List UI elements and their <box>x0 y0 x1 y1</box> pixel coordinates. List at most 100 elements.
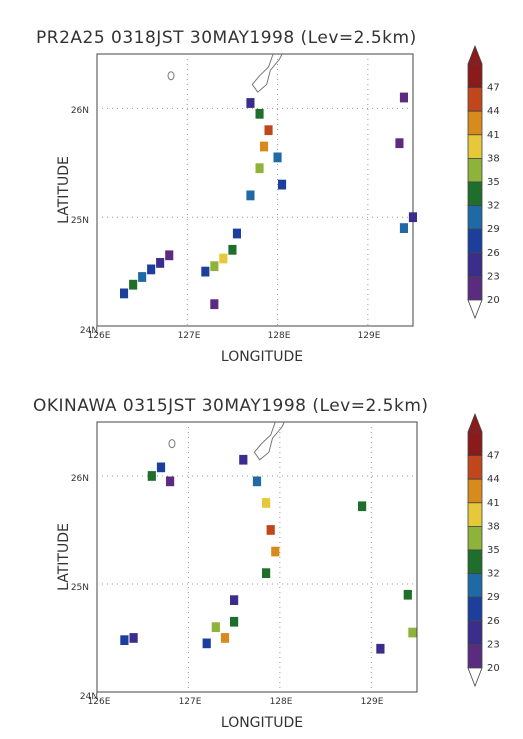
reflectivity-cell <box>138 272 147 282</box>
colorbar-top-arrow <box>467 44 483 65</box>
chart-2-xtick-129e: 129E <box>361 697 384 707</box>
reflectivity-cell <box>210 261 219 272</box>
colorbar-segment <box>467 455 483 480</box>
colorbar-segment <box>467 134 483 159</box>
colorbar-segment <box>467 502 483 527</box>
chart-1-xtick-128e: 128E <box>268 331 291 341</box>
reflectivity-cell <box>271 546 280 557</box>
colorbar-segment <box>467 549 483 575</box>
reflectivity-cell <box>120 288 129 299</box>
reflectivity-cell <box>165 250 174 261</box>
reflectivity-cell <box>262 498 271 508</box>
chart-1: 24N 25N 26N 126E 127E 128E 129E LONGITUD… <box>56 53 417 365</box>
colorbar-segment <box>467 644 483 669</box>
reflectivity-cell <box>210 299 219 310</box>
colorbar-segment <box>467 63 483 89</box>
reflectivity-cell <box>239 454 248 465</box>
chart-2-xtick-127e: 127E <box>179 697 202 707</box>
colorbar-label: 44 <box>487 106 500 117</box>
colorbar-segment <box>467 431 483 457</box>
reflectivity-cell <box>156 462 166 473</box>
colorbar-label: 41 <box>487 130 500 141</box>
colorbar-label: 20 <box>487 295 500 306</box>
reflectivity-cell <box>403 589 412 600</box>
reflectivity-cell <box>264 125 273 136</box>
reflectivity-cell <box>273 152 282 163</box>
colorbar-segment <box>467 157 483 183</box>
chart-2-ytick-25n: 25N <box>71 583 89 593</box>
chart-1-xtick-129e: 129E <box>358 331 381 341</box>
reflectivity-cell <box>230 616 239 627</box>
colorbar-segment <box>467 228 483 254</box>
reflectivity-cell <box>376 643 385 654</box>
chart-1-ytick-24n: 24N <box>80 326 98 336</box>
chart-2-xtick-128e: 128E <box>270 697 293 707</box>
reflectivity-cell <box>399 92 408 103</box>
reflectivity-cell <box>246 190 255 201</box>
reflectivity-cell <box>262 568 271 578</box>
chart-1-coastline <box>167 53 283 93</box>
colorbar-segment <box>467 110 483 136</box>
chart-1-ytick-26n: 26N <box>71 106 89 116</box>
reflectivity-cell <box>408 627 417 638</box>
island-outline <box>168 439 176 449</box>
colorbar-segment <box>467 252 483 277</box>
colorbar-segment <box>467 573 483 598</box>
colorbar-label: 32 <box>487 569 500 580</box>
reflectivity-cell <box>156 258 165 268</box>
chart-1-grid <box>97 54 413 326</box>
colorbar-label: 32 <box>487 201 500 212</box>
colorbar-label: 47 <box>487 83 500 94</box>
colorbar-label: 35 <box>487 545 500 556</box>
colorbar-top-arrow <box>467 412 483 433</box>
colorbar-label: 23 <box>487 639 500 650</box>
colorbar-label: 29 <box>487 592 500 603</box>
reflectivity-cell <box>358 501 367 512</box>
reflectivity-cell <box>266 525 275 535</box>
chart-2-coastline <box>168 421 285 461</box>
colorbar-label: 41 <box>487 498 500 509</box>
colorbar-segment <box>467 205 483 230</box>
chart-2-cells <box>120 454 417 654</box>
colorbar-label: 29 <box>487 224 500 235</box>
colorbar-segment <box>467 181 483 207</box>
colorbar-label: 23 <box>487 271 500 282</box>
reflectivity-cell <box>166 476 175 487</box>
colorbar-label: 47 <box>487 451 500 462</box>
colorbar-segment <box>467 620 483 645</box>
reflectivity-cell <box>147 264 156 275</box>
reflectivity-cell <box>202 638 211 649</box>
chart-2-ytick-24n: 24N <box>80 692 98 702</box>
reflectivity-cell <box>147 471 156 481</box>
chart-1-xtick-126e: 126E <box>88 331 111 341</box>
reflectivity-cell <box>260 141 269 152</box>
reflectivity-cell <box>228 244 237 255</box>
reflectivity-cell <box>232 228 241 239</box>
reflectivity-cell <box>246 98 255 108</box>
chart-2-plot-area <box>96 421 418 693</box>
colorbar-segment <box>467 526 483 551</box>
colorbar-segment <box>467 596 483 622</box>
reflectivity-cell <box>211 622 220 632</box>
reflectivity-cell <box>255 108 264 119</box>
chart-2-xtick-126e: 126E <box>88 697 111 707</box>
colorbar-label: 35 <box>487 177 500 188</box>
chart-2-ytick-26n: 26N <box>71 474 89 484</box>
chart-1-colorbar: 47 44 41 38 35 32 29 26 23 20 <box>467 44 500 320</box>
chart-1-cells <box>120 92 417 310</box>
colorbar-label: 38 <box>487 521 500 532</box>
colorbar-label: 20 <box>487 663 500 674</box>
okinawa-coastline <box>251 53 283 93</box>
chart-1-ytick-25n: 25N <box>71 216 89 226</box>
chart-2-xlabel: LONGITUDE <box>221 715 303 731</box>
reflectivity-cell <box>395 138 404 149</box>
reflectivity-cell <box>255 163 264 174</box>
colorbar-segment <box>467 275 483 301</box>
reflectivity-cell <box>408 212 417 223</box>
colorbar-label: 38 <box>487 153 500 164</box>
chart-1-ylabel: LATITUDE <box>56 156 72 224</box>
reflectivity-cell <box>129 279 138 290</box>
colorbar-segment <box>467 87 483 112</box>
chart-2: 24N 25N 26N 126E 127E 128E 129E LONGITUD… <box>56 421 418 731</box>
